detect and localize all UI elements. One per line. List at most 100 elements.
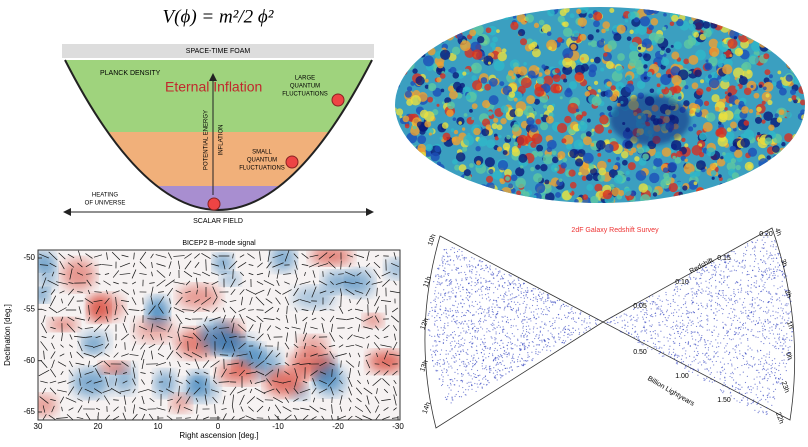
galaxy [773, 269, 774, 270]
cmb-spot [714, 8, 720, 14]
galaxy [452, 293, 453, 294]
galaxy [520, 285, 521, 286]
galaxy [560, 331, 561, 332]
cmb-spot [744, 182, 752, 190]
galaxy [454, 341, 455, 342]
galaxy [644, 312, 645, 313]
galaxy [567, 337, 568, 338]
galaxy [507, 348, 508, 349]
galaxy [495, 331, 496, 332]
galaxy [435, 311, 436, 312]
galaxy [688, 343, 689, 344]
galaxy [460, 346, 461, 347]
galaxy [764, 271, 765, 272]
galaxy [780, 287, 781, 288]
galaxy [483, 384, 484, 385]
galaxy [477, 370, 478, 371]
cmb-spot [492, 47, 496, 51]
galaxy [549, 346, 550, 347]
galaxy [543, 309, 544, 310]
galaxy [460, 295, 461, 296]
galaxy [443, 289, 444, 290]
galaxy [768, 311, 769, 312]
cmb-spot [745, 188, 753, 196]
galaxy [706, 378, 707, 379]
cmb-spot [791, 95, 796, 100]
galaxy [487, 380, 488, 381]
galaxy [750, 265, 751, 266]
galaxy [457, 258, 458, 259]
cmb-spot [631, 147, 637, 153]
galaxy [482, 268, 483, 269]
galaxy [486, 265, 487, 266]
cmb-spot [585, 91, 590, 96]
galaxy [763, 311, 764, 312]
galaxy [469, 305, 470, 306]
galaxy [447, 285, 448, 286]
galaxy [760, 278, 761, 279]
galaxy [486, 286, 487, 287]
galaxy [768, 310, 769, 311]
cmb-spot [425, 79, 429, 83]
galaxy [461, 280, 462, 281]
galaxy [484, 338, 485, 339]
galaxy [449, 296, 450, 297]
galaxy [777, 382, 778, 383]
galaxy [583, 332, 584, 333]
galaxy [670, 334, 671, 335]
galaxy [451, 341, 452, 342]
cmb-spot [771, 163, 775, 167]
galaxy [561, 305, 562, 306]
galaxy [543, 292, 544, 293]
cmb-spot [568, 103, 579, 114]
galaxy [529, 329, 530, 330]
galaxy [484, 319, 485, 320]
cmb-spot [719, 194, 729, 204]
galaxy [436, 362, 437, 363]
cmb-spot [421, 21, 430, 30]
galaxy [533, 315, 534, 316]
galaxy [772, 255, 773, 256]
galaxy [655, 330, 656, 331]
galaxy [782, 379, 783, 380]
galaxy [433, 366, 434, 367]
galaxy [782, 337, 783, 338]
galaxy [590, 328, 591, 329]
cmb-spot [784, 48, 792, 56]
cmb-spot [396, 164, 406, 174]
galaxy [581, 320, 582, 321]
galaxy [435, 275, 436, 276]
cmb-spot [761, 165, 767, 171]
galaxy [718, 298, 719, 299]
galaxy [773, 273, 774, 274]
galaxy [506, 322, 507, 323]
cmb-spot [663, 167, 668, 172]
galaxy [752, 270, 753, 271]
galaxy [779, 328, 780, 329]
galaxy [779, 339, 780, 340]
galaxy [573, 319, 574, 320]
galaxy [483, 343, 484, 344]
galaxy [501, 316, 502, 317]
galaxy [485, 268, 486, 269]
galaxy [700, 339, 701, 340]
galaxy [701, 335, 702, 336]
cmb-spot [799, 129, 806, 136]
cmb-spot [414, 181, 419, 186]
galaxy [685, 353, 686, 354]
galaxy [503, 317, 504, 318]
cmb-spot [570, 13, 575, 18]
galaxy [702, 306, 703, 307]
foam-label: SPACE-TIME FOAM [186, 48, 251, 55]
cmb-spot [801, 114, 807, 120]
galaxy [761, 300, 762, 301]
galaxy [747, 339, 748, 340]
galaxy [743, 356, 744, 357]
cmb-spot [662, 27, 666, 31]
galaxy [759, 376, 760, 377]
cmb-spot [608, 159, 612, 163]
galaxy [468, 300, 469, 301]
galaxy [476, 350, 477, 351]
galaxy [435, 340, 436, 341]
cmb-spot [775, 189, 786, 200]
